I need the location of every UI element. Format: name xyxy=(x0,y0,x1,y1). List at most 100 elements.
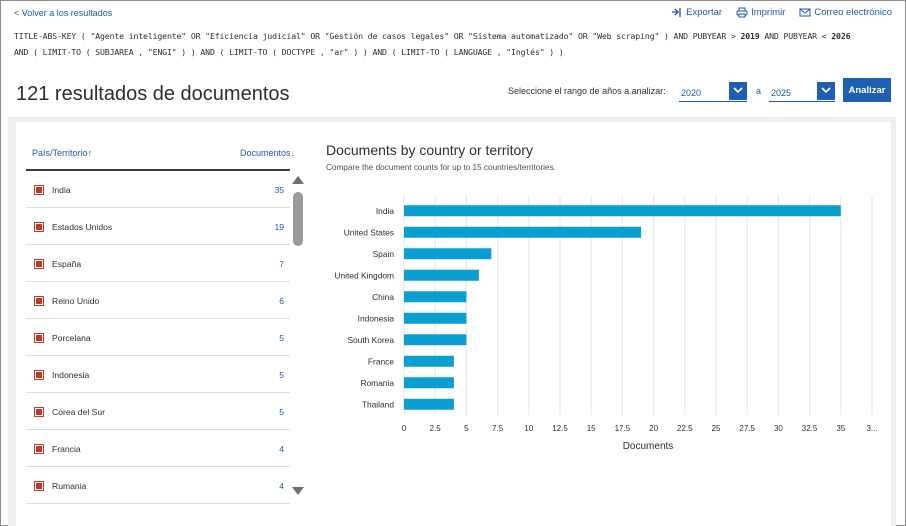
bar-united-states xyxy=(404,226,642,238)
email-button[interactable]: Correo electrónico xyxy=(799,7,892,18)
scroll-up-icon[interactable] xyxy=(292,176,304,184)
bar-france xyxy=(404,355,454,367)
scroll-down-icon[interactable] xyxy=(292,487,304,495)
email-label: Correo electrónico xyxy=(814,7,892,18)
table-row[interactable]: India 35 xyxy=(26,172,290,208)
checkbox[interactable] xyxy=(34,443,44,454)
y-category-label: France xyxy=(368,356,394,366)
checkbox[interactable] xyxy=(34,480,44,491)
year-range-label: Seleccione el rango de años a analizar: xyxy=(508,86,666,96)
country-name: India xyxy=(52,184,71,195)
sort-arrow-down-icon: ↓ xyxy=(290,148,296,158)
x-tick-label: 12.5 xyxy=(552,424,568,433)
chart-title: Documents by country or territory xyxy=(326,142,533,158)
envelope-icon xyxy=(799,8,811,17)
table-row[interactable]: Francia 4 xyxy=(26,431,290,467)
print-button[interactable]: Imprimir xyxy=(736,7,785,18)
x-tick-label: 22.5 xyxy=(677,424,693,433)
bar-united-kingdom xyxy=(404,269,479,281)
x-tick-label: 35 xyxy=(836,424,845,433)
table-row[interactable]: Reino Unido 6 xyxy=(26,283,290,319)
bar-romania xyxy=(404,377,454,389)
checkbox-checked-icon xyxy=(36,334,42,341)
y-category-label: Indonesia xyxy=(358,313,395,323)
bar-spain xyxy=(404,248,492,260)
column-header-country[interactable]: País/Territorio↑ xyxy=(32,148,92,158)
table-row[interactable]: Porcelana 5 xyxy=(26,320,290,356)
document-count-link[interactable]: 4 xyxy=(279,443,284,454)
document-count-link[interactable]: 7 xyxy=(279,258,284,269)
table-row[interactable]: Rumania 4 xyxy=(26,468,290,504)
document-count-link[interactable]: 35 xyxy=(274,184,284,195)
y-category-label: India xyxy=(376,206,395,216)
y-category-label: Spain xyxy=(373,249,395,259)
checkbox[interactable] xyxy=(34,258,44,269)
scrollbar-thumb[interactable] xyxy=(293,192,303,246)
x-tick-label: 17.5 xyxy=(615,424,631,433)
query-text-b: AND PUBYEAR < xyxy=(759,31,832,41)
bar-china xyxy=(404,291,467,303)
table-row[interactable]: España 7 xyxy=(26,246,290,282)
x-tick-label: 25 xyxy=(712,424,721,433)
bar-india xyxy=(404,205,841,217)
y-category-label: Romania xyxy=(360,378,394,388)
document-count-link[interactable]: 5 xyxy=(279,369,284,380)
column-header-documents-label: Documentos xyxy=(240,148,291,158)
year-to-select[interactable]: 2025 xyxy=(769,80,835,102)
country-name: España xyxy=(52,258,82,269)
back-to-results-link[interactable]: < Volver a los resultados xyxy=(14,8,113,18)
country-name: Reino Unido xyxy=(52,295,100,306)
y-category-label: United Kingdom xyxy=(334,270,394,280)
checkbox-checked-icon xyxy=(36,223,42,230)
country-name: Rumania xyxy=(52,480,87,491)
analyze-button[interactable]: Analizar xyxy=(843,78,891,102)
y-category-label: Thailand xyxy=(362,399,394,409)
table-header-divider xyxy=(26,169,290,171)
column-header-documents[interactable]: Documentos↓ xyxy=(240,148,295,158)
checkbox-checked-icon xyxy=(36,482,42,489)
action-bar: Exportar Imprimir Correo electrónico xyxy=(671,7,892,18)
year-range-separator: a xyxy=(756,86,762,96)
checkbox[interactable] xyxy=(34,332,44,343)
x-tick-label: 15 xyxy=(587,424,596,433)
analysis-panel xyxy=(16,122,891,526)
table-row[interactable]: Estados Unidos 19 xyxy=(26,209,290,245)
document-count-link[interactable]: 5 xyxy=(279,332,284,343)
sort-arrow-up-icon: ↑ xyxy=(87,148,93,158)
results-title: 121 resultados de documentos xyxy=(16,83,290,105)
checkbox[interactable] xyxy=(34,221,44,232)
document-count-link[interactable]: 6 xyxy=(279,295,284,306)
x-tick-label: 27.5 xyxy=(739,424,755,433)
chart-subtitle: Compare the document counts for up to 15… xyxy=(326,163,556,172)
x-tick-label: 5 xyxy=(464,424,469,433)
year-from-select[interactable]: 2020 xyxy=(679,80,747,102)
x-tick-label: 32.5 xyxy=(802,424,818,433)
checkbox-checked-icon xyxy=(36,445,42,452)
checkbox-checked-icon xyxy=(36,260,42,267)
query-line-1: TITLE-ABS-KEY ( "Agente inteligente" OR … xyxy=(14,28,894,44)
country-name: Francia xyxy=(52,443,81,454)
checkbox[interactable] xyxy=(34,406,44,417)
export-button[interactable]: Exportar xyxy=(671,7,722,18)
table-row[interactable]: Indonesia 5 xyxy=(26,357,290,393)
print-label: Imprimir xyxy=(751,7,786,18)
document-count-link[interactable]: 19 xyxy=(274,221,284,232)
column-header-country-label: País/Territorio xyxy=(32,148,88,158)
bar-south-korea xyxy=(404,334,467,346)
x-tick-label: 0 xyxy=(402,424,407,433)
printer-icon xyxy=(736,7,748,18)
document-count-link[interactable]: 5 xyxy=(279,406,284,417)
checkbox[interactable] xyxy=(34,369,44,380)
checkbox[interactable] xyxy=(34,184,44,195)
search-query: TITLE-ABS-KEY ( "Agente inteligente" OR … xyxy=(14,28,894,60)
country-name: Indonesia xyxy=(52,369,90,380)
document-count-link[interactable]: 4 xyxy=(279,480,284,491)
country-name: Porcelana xyxy=(52,332,91,343)
country-name: Estados Unidos xyxy=(52,221,113,232)
country-name: Corea del Sur xyxy=(52,406,106,417)
x-tick-label: 2.5 xyxy=(430,424,442,433)
x-tick-label: 20 xyxy=(649,424,658,433)
table-row[interactable]: Corea del Sur 5 xyxy=(26,394,290,430)
chevron-down-icon xyxy=(817,81,835,100)
checkbox[interactable] xyxy=(34,295,44,306)
